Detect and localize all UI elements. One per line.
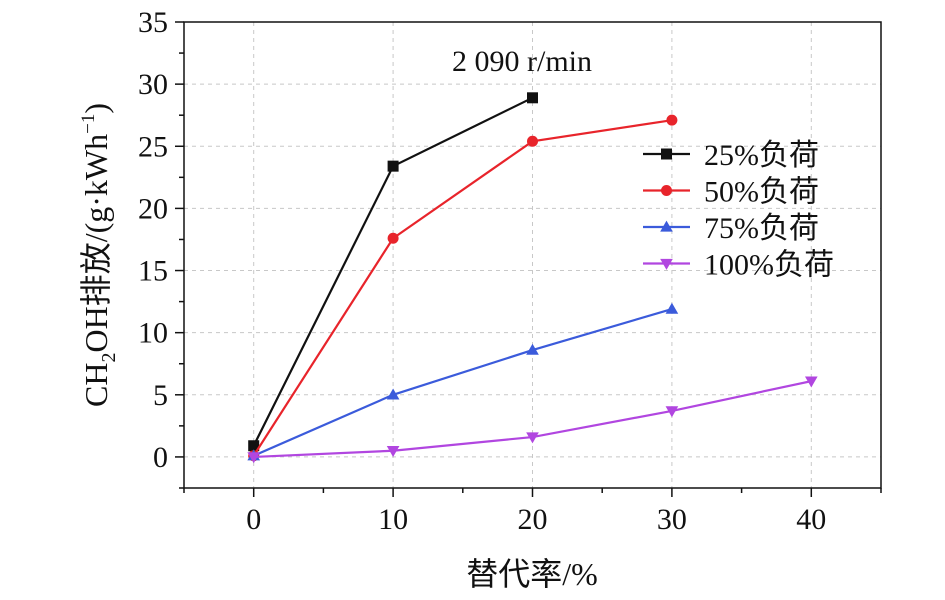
data-point <box>666 114 678 126</box>
axis-ticks: 0 10 20 30 40 0 5 10 15 20 25 30 35 <box>138 6 882 536</box>
data-point <box>387 160 399 172</box>
series-2 <box>248 114 678 462</box>
data-point <box>247 452 261 464</box>
y-tick-label: 5 <box>153 379 168 412</box>
data-point <box>386 388 400 400</box>
legend-item: 50%负荷 <box>643 176 819 209</box>
chart-annotation: 2 090 r/min <box>452 45 592 78</box>
legend-marker <box>660 220 673 232</box>
y-tick-label: 10 <box>138 317 168 350</box>
data-point <box>526 432 539 444</box>
y-tick-label: 25 <box>138 130 168 163</box>
data-point <box>526 343 539 355</box>
data-point <box>665 302 679 314</box>
legend-label: 50%负荷 <box>704 176 819 209</box>
legend-marker <box>660 258 673 270</box>
x-tick-label: 40 <box>796 503 826 536</box>
y-tick-label: 30 <box>138 68 168 101</box>
legend-item: 75%负荷 <box>643 212 819 245</box>
x-tick-label: 0 <box>246 503 261 536</box>
y-axis-title-mid: OH排放/(g·kWh <box>78 134 114 353</box>
series-3 <box>247 302 679 461</box>
y-tick-label: 35 <box>138 6 168 39</box>
legend-label: 25%负荷 <box>704 139 819 172</box>
grid <box>184 21 881 488</box>
legend-item: 100%负荷 <box>643 249 834 282</box>
legend-marker <box>661 148 672 160</box>
legend-item: 25%负荷 <box>643 139 819 172</box>
series-4 <box>247 376 818 464</box>
y-axis-title-pre: CH <box>78 363 114 407</box>
data-point <box>527 135 538 147</box>
x-tick-label: 10 <box>378 503 408 536</box>
y-axis-title-sub: 2 <box>98 353 120 363</box>
series-line <box>252 119 673 457</box>
x-tick-label: 30 <box>657 503 687 536</box>
legend-label: 100%负荷 <box>704 249 834 282</box>
series-1 <box>248 92 538 452</box>
y-tick-label: 15 <box>138 255 168 288</box>
series-layer <box>247 92 818 464</box>
y-axis-title-post: ) <box>78 103 114 114</box>
data-point <box>804 376 818 388</box>
x-tick-label: 20 <box>518 503 548 536</box>
legend-marker <box>661 185 672 196</box>
legend-label: 75%负荷 <box>704 212 819 245</box>
y-tick-label: 0 <box>153 441 168 474</box>
data-point <box>665 406 679 418</box>
data-point <box>387 232 399 244</box>
x-axis-title: 替代率/% <box>466 556 598 592</box>
series-line <box>253 308 673 457</box>
data-point <box>248 440 260 452</box>
data-point <box>527 92 538 104</box>
y-axis-title-sup: −1 <box>78 114 99 134</box>
y-tick-label: 20 <box>138 192 168 225</box>
y-axis-title: CH2OH排放/(g·kWh−1) <box>78 103 120 407</box>
data-point <box>386 446 400 458</box>
